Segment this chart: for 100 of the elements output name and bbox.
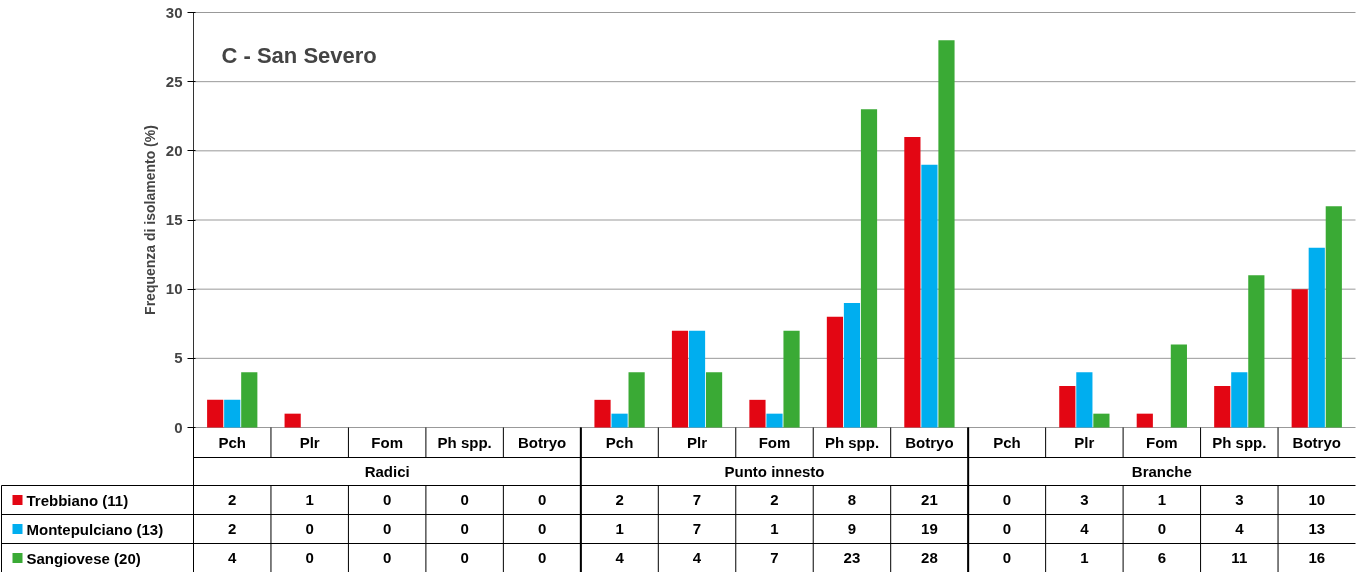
data-label: 8 xyxy=(847,491,857,508)
x-tick-label: Fom xyxy=(1146,434,1178,451)
data-label: 7 xyxy=(692,520,702,537)
bar xyxy=(241,372,258,428)
x-tick-label: Ph spp. xyxy=(437,434,492,451)
data-label: 19 xyxy=(921,520,938,537)
data-label: 11 xyxy=(1231,549,1248,566)
data-label: 0 xyxy=(383,549,392,566)
bar xyxy=(224,399,241,428)
data-label: 10 xyxy=(1308,491,1326,508)
data-label: 2 xyxy=(228,520,237,537)
bar xyxy=(594,399,611,428)
x-tick-label: Pch xyxy=(218,434,246,451)
bar xyxy=(688,330,706,428)
legend-label: Montepulciano (13) xyxy=(26,520,164,538)
data-label: 7 xyxy=(770,549,779,566)
legend-label: Sangiovese (20) xyxy=(26,549,141,567)
bar xyxy=(1214,386,1231,428)
data-label: 2 xyxy=(770,491,779,508)
y-tick-label: 25 xyxy=(165,72,183,90)
bar xyxy=(1059,386,1076,428)
bar xyxy=(1170,344,1187,428)
bar xyxy=(766,413,783,428)
y-tick-label: 20 xyxy=(165,141,183,159)
data-label: 0 xyxy=(537,491,547,508)
data-label: 1 xyxy=(1080,549,1089,566)
y-tick-label: 0 xyxy=(174,418,183,436)
x-tick-label: Botryo xyxy=(905,434,954,451)
bar xyxy=(671,330,689,428)
bar xyxy=(705,372,723,428)
data-label: 4 xyxy=(1080,520,1090,537)
x-tick-label: Botryo xyxy=(1292,434,1341,451)
x-tick-label: Plr xyxy=(687,434,708,451)
data-label: 0 xyxy=(383,491,392,508)
x-tick-label: Pch xyxy=(993,434,1021,451)
bar xyxy=(1248,275,1265,428)
x-tick-label: Fom xyxy=(758,434,791,451)
data-label: 9 xyxy=(847,520,857,537)
bar xyxy=(628,372,645,428)
x-tick-label: Ph spp. xyxy=(1212,434,1267,451)
data-label: 4 xyxy=(615,549,625,566)
data-label: 0 xyxy=(1157,520,1167,537)
data-label: 0 xyxy=(1002,520,1012,537)
data-label: 1 xyxy=(615,520,624,537)
data-label: 0 xyxy=(305,520,314,537)
bar xyxy=(284,413,301,428)
data-label: 0 xyxy=(460,491,469,508)
x-tick-label: Plr xyxy=(299,434,320,451)
data-label: 21 xyxy=(921,491,938,508)
data-label: 0 xyxy=(1002,491,1012,508)
data-label: 16 xyxy=(1308,549,1326,566)
data-label: 0 xyxy=(305,549,314,566)
data-label: 2 xyxy=(228,491,237,508)
data-label: 0 xyxy=(537,549,547,566)
bar xyxy=(938,40,955,428)
data-label: 4 xyxy=(692,549,702,566)
bar xyxy=(207,399,224,428)
x-tick-label: Fom xyxy=(371,434,404,451)
data-label: 0 xyxy=(460,549,469,566)
bar xyxy=(860,109,878,428)
data-label: 28 xyxy=(921,549,938,566)
data-label: 23 xyxy=(843,549,861,566)
data-label: 2 xyxy=(615,491,624,508)
bar xyxy=(611,413,628,428)
data-label: 3 xyxy=(1080,491,1089,508)
x-tick-label: Plr xyxy=(1074,434,1095,451)
text: Punto innesto xyxy=(724,463,825,480)
y-axis-title: Frequenza di isolamento (%) xyxy=(141,125,158,315)
data-label: 4 xyxy=(1235,520,1245,537)
x-tick-label: Pch xyxy=(605,434,634,451)
data-label: 0 xyxy=(1002,549,1012,566)
text: C - San Severo xyxy=(221,42,377,68)
data-label: 1 xyxy=(1157,491,1167,508)
bar xyxy=(1325,206,1342,428)
bar xyxy=(1076,372,1093,428)
bar xyxy=(1291,289,1308,428)
bar xyxy=(1093,413,1110,428)
data-label: 7 xyxy=(692,491,702,508)
data-label: 6 xyxy=(1157,549,1167,566)
bar xyxy=(826,316,844,428)
y-tick-label: 30 xyxy=(165,3,183,21)
bar xyxy=(904,137,921,428)
data-label: 1 xyxy=(305,491,314,508)
data-label: 1 xyxy=(770,520,779,537)
bar xyxy=(1308,247,1325,428)
text: Radici xyxy=(364,463,410,480)
bar xyxy=(921,164,938,428)
bar xyxy=(749,399,766,428)
data-label: 4 xyxy=(228,549,238,566)
bar xyxy=(1136,413,1153,428)
y-tick-label: 15 xyxy=(165,211,183,228)
x-tick-label: Botryo xyxy=(517,434,567,451)
data-label: 0 xyxy=(537,520,547,537)
data-label: 3 xyxy=(1235,491,1244,508)
bar xyxy=(843,303,861,428)
bar xyxy=(1231,372,1248,428)
data-label: 0 xyxy=(460,520,469,537)
y-tick-label: 10 xyxy=(165,280,183,298)
x-tick-label: Ph spp. xyxy=(824,434,880,451)
data-label: 13 xyxy=(1308,520,1326,537)
